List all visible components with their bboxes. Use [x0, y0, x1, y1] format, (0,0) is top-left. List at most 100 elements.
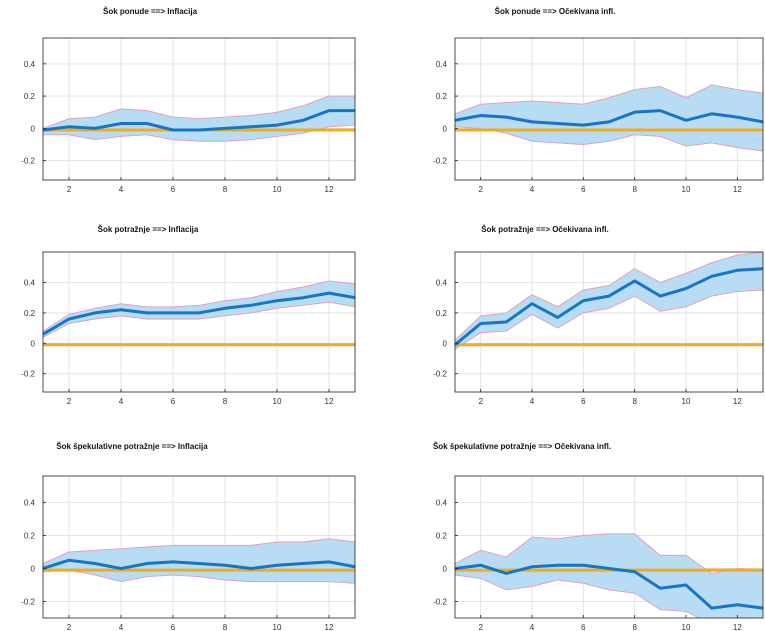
median-response-line	[455, 267, 763, 346]
x-tick-label: 10	[273, 623, 282, 631]
chart-panel-1: Šok ponude ==> Inflacija 2 4 6 8 10 12 0.4 0.2 0 -…	[21, 7, 356, 194]
x-tick-label: 8	[632, 623, 637, 631]
upper-band-line	[43, 95, 355, 129]
x-tick-label: 6	[171, 185, 176, 194]
x-tick-label: 6	[171, 623, 176, 631]
lower-band-line	[43, 569, 355, 584]
x-tick-label: 4	[119, 185, 124, 194]
x-tick-label: 10	[682, 397, 691, 406]
x-tick-label: 12	[733, 623, 742, 631]
y-tick-label: -0.2	[433, 370, 447, 379]
upper-band-line	[455, 533, 763, 574]
y-tick-label: 0.2	[24, 309, 36, 318]
lower-band-line	[455, 574, 700, 618]
x-tick-label: 8	[223, 623, 228, 631]
x-tick-label: 8	[223, 185, 228, 194]
y-tick-label: -0.2	[21, 157, 35, 166]
y-tick-label: 0	[443, 564, 448, 573]
chart-panel-6: Šok špekulativne potražnje ==> Očekivana…	[433, 442, 764, 631]
x-tick-label: 2	[67, 185, 72, 194]
y-tick-label: 0	[443, 124, 448, 133]
x-tick-label: 4	[119, 623, 124, 631]
x-tick-label: 8	[632, 397, 637, 406]
y-tick-label: 0.4	[436, 278, 448, 287]
chart-panel-5: Šok špekulativne potražnje ==> Inflacija…	[21, 442, 356, 631]
x-tick-label: 6	[581, 397, 586, 406]
x-tick-label: 6	[581, 185, 586, 194]
y-tick-label: 0.2	[436, 92, 448, 101]
x-tick-label: 10	[682, 623, 691, 631]
axes-box	[42, 475, 356, 619]
x-tick-label: 12	[733, 397, 742, 406]
upper-band-line	[455, 252, 763, 341]
x-tick-label: 6	[581, 623, 586, 631]
median-response-line	[43, 109, 355, 132]
confidence-band	[43, 538, 355, 584]
confidence-band	[43, 280, 355, 338]
axes-box	[454, 37, 764, 181]
x-tick-label: 10	[273, 185, 282, 194]
y-tick-label: -0.2	[21, 370, 35, 379]
confidence-band	[455, 533, 763, 618]
y-tick-label: 0.4	[24, 498, 36, 507]
median-response-line	[43, 291, 355, 336]
chart-panel-4: Šok potražnje ==> Očekivana infl. 2 4 6 8 10 1…	[433, 225, 764, 406]
axes-box	[42, 37, 356, 181]
x-tick-label: 2	[67, 623, 72, 631]
chart-title: Šok potražnje ==> Inflacija	[98, 225, 199, 234]
y-tick-label: -0.2	[21, 597, 35, 606]
x-tick-label: 8	[223, 397, 228, 406]
y-tick-label: 0	[31, 564, 36, 573]
y-tick-label: 0.4	[24, 60, 36, 69]
chart-title: Šok špekulativne potražnje ==> Očekivana…	[433, 442, 611, 451]
chart-panel-2: Šok ponude ==> Očekivana infl. 2 4 6 8 10 12 0.…	[433, 7, 764, 194]
chart-title: Šok potražnje ==> Očekivana infl.	[481, 225, 608, 234]
y-tick-label: 0.2	[24, 92, 36, 101]
x-tick-label: 2	[67, 397, 72, 406]
axes-box	[42, 251, 356, 393]
x-tick-label: 4	[530, 397, 535, 406]
x-tick-label: 6	[171, 397, 176, 406]
chart-title: Šok ponude ==> Inflacija	[103, 7, 198, 16]
x-tick-label: 12	[733, 185, 742, 194]
x-tick-label: 4	[530, 623, 535, 631]
upper-band-line	[43, 280, 355, 332]
y-tick-label: 0.2	[24, 531, 36, 540]
x-tick-label: 2	[478, 623, 483, 631]
y-tick-label: 0.4	[24, 278, 36, 287]
x-tick-label: 10	[273, 397, 282, 406]
chart-panel-3: Šok potražnje ==> Inflacija 2 4 6 8 10 12 0.4 0.…	[21, 225, 356, 406]
upper-band-line	[43, 538, 355, 564]
y-tick-label: 0.4	[436, 498, 448, 507]
lower-band-line	[43, 301, 355, 338]
lower-band-line	[43, 124, 355, 142]
y-tick-label: 0.2	[436, 309, 448, 318]
chart-title: Šok špekulativne potražnje ==> Inflacija	[56, 442, 208, 451]
x-tick-label: 2	[478, 185, 483, 194]
x-tick-label: 12	[325, 397, 334, 406]
y-tick-label: 0.4	[436, 60, 448, 69]
median-response-line	[455, 109, 763, 127]
x-tick-label: 12	[325, 185, 334, 194]
y-tick-label: 0	[31, 124, 36, 133]
y-tick-label: 0	[443, 339, 448, 348]
upper-band-line	[455, 84, 763, 115]
lower-band-line	[455, 289, 763, 350]
y-tick-label: -0.2	[433, 157, 447, 166]
confidence-band	[455, 252, 763, 350]
median-response-line	[455, 563, 763, 610]
y-tick-label: 0.2	[436, 531, 448, 540]
axes-box	[454, 475, 764, 619]
median-response-line	[43, 558, 355, 570]
x-tick-label: 12	[325, 623, 334, 631]
x-tick-label: 2	[478, 397, 483, 406]
y-tick-label: -0.2	[433, 597, 447, 606]
x-tick-label: 10	[682, 185, 691, 194]
lower-band-line	[455, 126, 763, 152]
chart-title: Šok ponude ==> Očekivana infl.	[495, 7, 616, 16]
axes-box	[454, 251, 764, 393]
x-tick-label: 4	[530, 185, 535, 194]
x-tick-label: 4	[119, 397, 124, 406]
y-tick-label: 0	[31, 339, 36, 348]
